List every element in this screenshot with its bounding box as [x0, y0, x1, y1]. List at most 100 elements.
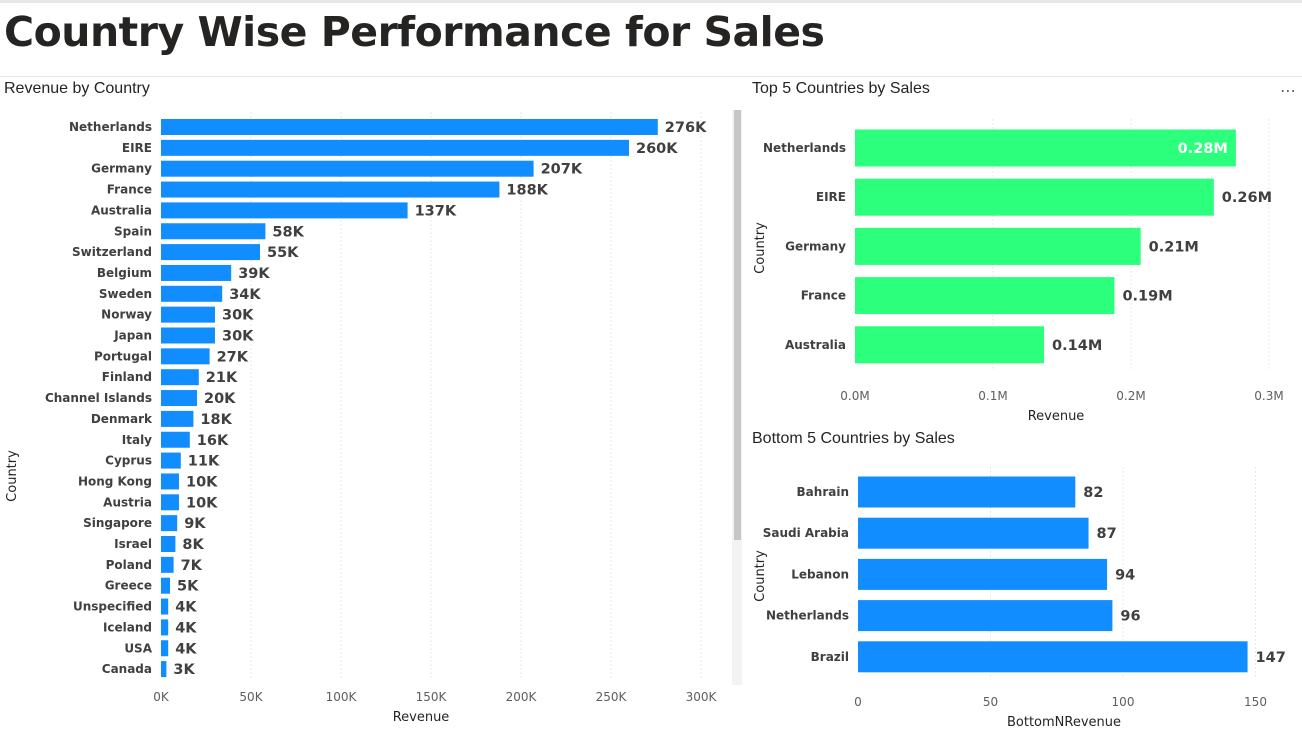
data-label: 4K	[175, 641, 197, 657]
bottom5-chart[interactable]: 0 50 100 150 BottomNRevenue Country Bahrain 82 S…	[748, 428, 1302, 733]
data-label: 30K	[222, 329, 254, 345]
data-label: 11K	[188, 454, 220, 470]
data-label: 16K	[197, 433, 229, 449]
data-label: 137K	[415, 203, 457, 219]
data-label: 39K	[238, 266, 270, 282]
category-label: France	[107, 183, 152, 197]
top5-chart[interactable]: 0.0M 0.1M 0.2M 0.3M Revenue Country Netherland…	[748, 78, 1302, 423]
category-label: Lebanon	[791, 567, 849, 581]
title-divider	[0, 76, 1302, 77]
bar	[161, 410, 194, 427]
category-label: Australia	[785, 338, 846, 352]
data-label: 27K	[217, 349, 249, 365]
category-label: Canada	[102, 662, 152, 676]
data-label: 0.28M	[1178, 141, 1228, 157]
category-label: Belgium	[97, 266, 152, 280]
x-axis-title: Revenue	[393, 710, 450, 725]
x-tick-label: 0.3M	[1254, 389, 1283, 403]
bar	[161, 494, 179, 511]
category-label: USA	[124, 641, 152, 655]
data-label: 188K	[506, 183, 548, 199]
category-label: Germany	[91, 162, 152, 176]
revenue-by-country-chart[interactable]: 0K 50K 100K 150K 200K 250K 300K Revenue Country N…	[0, 78, 745, 733]
bar	[161, 577, 170, 594]
category-label: Singapore	[83, 516, 152, 530]
category-label: Italy	[122, 433, 152, 447]
category-label: Greece	[105, 579, 152, 593]
x-tick-label: 150K	[416, 690, 448, 704]
bar	[161, 640, 169, 657]
revenue-by-country-visual[interactable]: Revenue by Country	[0, 78, 745, 733]
category-label: Austria	[103, 495, 152, 509]
category-label: EIRE	[122, 141, 152, 155]
category-label: Japan	[113, 329, 152, 343]
category-label: Poland	[106, 558, 152, 572]
x-tick-label: 200K	[506, 690, 538, 704]
more-options-icon[interactable]: ⋯	[1280, 83, 1297, 100]
data-label: 260K	[636, 141, 678, 157]
category-label: Switzerland	[72, 245, 152, 259]
data-label: 10K	[186, 474, 218, 490]
bar	[161, 139, 629, 156]
category-label: Sweden	[99, 287, 152, 301]
category-label: EIRE	[816, 190, 846, 204]
data-label: 94	[1115, 567, 1135, 583]
category-label: Finland	[102, 370, 152, 384]
bar	[858, 600, 1113, 632]
data-label: 18K	[200, 412, 232, 428]
data-label: 8K	[182, 537, 204, 553]
y-axis-title: Country	[753, 222, 768, 274]
data-label: 276K	[665, 120, 707, 136]
x-tick-label: 250K	[596, 690, 628, 704]
data-label: 0.14M	[1052, 338, 1102, 354]
bar	[161, 202, 408, 219]
x-tick-label: 100K	[326, 690, 358, 704]
bar	[161, 661, 167, 678]
top-border	[0, 0, 1302, 3]
data-label: 96	[1120, 609, 1140, 625]
data-label: 30K	[222, 308, 254, 324]
data-label: 4K	[175, 620, 197, 636]
visual-title: Bottom 5 Countries by Sales	[752, 430, 955, 447]
category-label: Cyprus	[105, 454, 152, 468]
bar	[855, 129, 1236, 167]
bar	[161, 348, 210, 365]
category-label: Iceland	[103, 620, 152, 634]
data-label: 147	[1256, 650, 1286, 666]
bar	[161, 556, 174, 573]
bar	[161, 285, 223, 302]
x-tick-label: 0.1M	[978, 389, 1007, 403]
data-label: 82	[1083, 485, 1103, 501]
bar	[858, 558, 1108, 590]
bar	[855, 178, 1214, 216]
page-title: Country Wise Performance for Sales	[4, 8, 825, 56]
category-label: Saudi Arabia	[763, 526, 849, 540]
bottom5-visual[interactable]: Bottom 5 Countries by Sales	[748, 428, 1302, 733]
category-label: Australia	[91, 203, 152, 217]
x-tick-label: 0.0M	[840, 389, 869, 403]
category-label: Denmark	[91, 412, 153, 426]
bar	[161, 390, 197, 407]
bar	[161, 431, 190, 448]
bar	[161, 160, 534, 177]
top5-visual[interactable]: Top 5 Countries by Sales	[748, 78, 1302, 423]
bar	[161, 306, 215, 323]
data-label: 55K	[267, 245, 299, 261]
data-label: 87	[1097, 526, 1117, 542]
data-label: 34K	[229, 287, 261, 303]
category-label: Netherlands	[763, 141, 846, 155]
x-tick-label: 300K	[686, 690, 718, 704]
data-label: 0.26M	[1222, 190, 1272, 206]
data-label: 58K	[272, 224, 304, 240]
bar	[858, 641, 1248, 673]
category-label: France	[801, 289, 846, 303]
category-label: Channel Islands	[45, 391, 152, 405]
x-tick-label: 0	[854, 695, 862, 709]
category-label: Unspecified	[73, 600, 152, 614]
x-tick-label: 0K	[153, 690, 170, 704]
visual-title: Top 5 Countries by Sales	[752, 80, 930, 97]
chart-scrollbar-thumb[interactable]	[734, 110, 741, 540]
category-label: Netherlands	[766, 609, 849, 623]
data-label: 20K	[204, 391, 236, 407]
bar	[855, 227, 1141, 265]
